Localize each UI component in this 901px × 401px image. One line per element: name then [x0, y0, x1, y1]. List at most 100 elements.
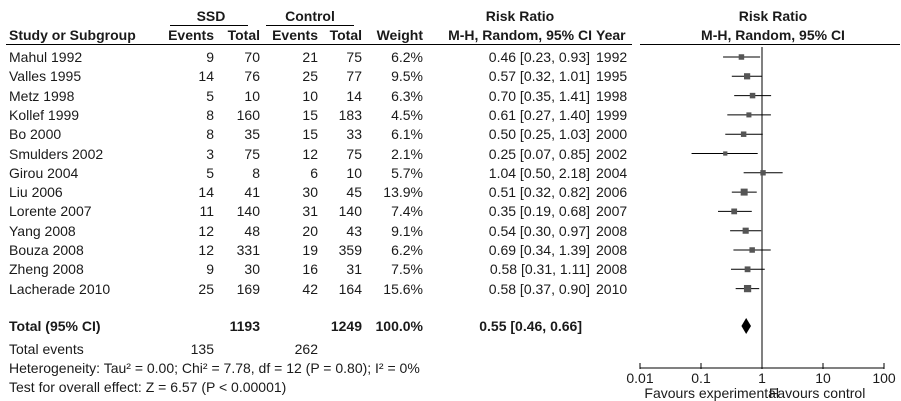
year-cell: 2006: [596, 184, 628, 201]
study-name: Bo 2000: [9, 126, 62, 143]
total1-cell: 169: [236, 280, 260, 297]
rr-ci-cell: 0.25 [0.07, 0.85]: [488, 145, 590, 162]
events1-cell: 11: [199, 203, 214, 220]
study-name: Valles 1995: [9, 68, 82, 85]
year-cell: 2008: [596, 261, 628, 278]
total1-cell: 8: [252, 164, 260, 181]
point-estimate: [740, 188, 748, 196]
events2-cell: 12: [302, 145, 318, 162]
point-estimate: [744, 266, 751, 273]
total2-cell: 31: [346, 261, 362, 278]
x-tick-label: 10: [815, 370, 831, 386]
group1-underline: [170, 25, 248, 26]
total1-cell: 140: [236, 203, 260, 220]
total-label: Total (95% CI): [9, 318, 101, 334]
overall-effect-text: Test for overall effect: Z = 6.57 (P < 0…: [9, 379, 287, 395]
total-weight: 100.0%: [375, 318, 423, 334]
events1-cell: 9: [206, 49, 214, 65]
plot-method: M-H, Random, 95% CI: [701, 27, 845, 43]
weight-header: Weight: [376, 27, 423, 43]
total1-cell: 75: [244, 145, 260, 162]
total1-cell: 30: [244, 261, 260, 278]
year-cell: 1998: [596, 87, 628, 104]
weight-cell: 6.3%: [391, 87, 423, 104]
total2-cell: 45: [346, 184, 362, 201]
rr-ci-cell: 0.50 [0.25, 1.03]: [488, 126, 590, 143]
point-estimate: [742, 227, 749, 234]
rr-ci-cell: 0.70 [0.35, 1.41]: [488, 87, 590, 104]
total1-header: Total: [227, 27, 260, 43]
events1-header: Events: [168, 27, 214, 43]
events2-cell: 15: [302, 106, 318, 123]
total1-cell: 331: [236, 242, 260, 258]
rr-ci-cell: 0.58 [0.31, 1.11]: [489, 261, 590, 278]
group1-header: SSD: [196, 8, 226, 24]
total2-cell: 14: [346, 87, 362, 104]
weight-cell: 6.2%: [391, 49, 423, 65]
events2-header: Events: [272, 27, 318, 43]
point-estimate: [723, 151, 728, 156]
weight-cell: 6.1%: [391, 126, 423, 143]
study-name: Yang 2008: [9, 222, 76, 239]
year-cell: 2002: [596, 145, 628, 162]
weight-cell: 7.4%: [391, 203, 423, 220]
study-name: Bouza 2008: [9, 242, 84, 258]
study-name: Metz 1998: [9, 87, 75, 104]
total2-cell: 75: [346, 145, 362, 162]
total1-cell: 70: [244, 49, 260, 65]
study-name: Kollef 1999: [9, 106, 80, 123]
events1-cell: 14: [198, 184, 214, 201]
group2-underline: [266, 25, 354, 26]
year-header: Year: [596, 27, 626, 43]
rr-ci-cell: 0.54 [0.30, 0.97]: [488, 222, 590, 239]
point-estimate: [760, 170, 766, 176]
total2-cell: 77: [346, 68, 362, 85]
total1-cell: 35: [244, 126, 260, 143]
favours-right-label: Favours control: [769, 385, 865, 401]
events2-cell: 30: [302, 184, 318, 201]
rr-ci-cell: 0.57 [0.32, 1.01]: [488, 68, 590, 85]
events2-cell: 20: [302, 222, 318, 239]
total1-value: 1193: [229, 318, 260, 334]
events1-cell: 3: [206, 145, 214, 162]
total2-header: Total: [329, 27, 362, 43]
point-estimate: [740, 131, 747, 137]
group2-header: Control: [285, 8, 335, 24]
total2-cell: 10: [346, 164, 362, 181]
events1-cell: 14: [198, 68, 214, 85]
year-cell: 2010: [596, 280, 628, 297]
pooled-diamond: [741, 318, 751, 334]
events2-cell: 19: [302, 242, 318, 258]
weight-cell: 9.5%: [391, 68, 423, 85]
point-estimate: [746, 112, 752, 118]
rr-ci-cell: 1.04 [0.50, 2.18]: [488, 164, 590, 181]
rr-title: Risk Ratio: [485, 8, 555, 24]
plot-title: Risk Ratio: [738, 8, 808, 24]
events1-cell: 8: [206, 126, 214, 143]
events2-cell: 6: [310, 164, 318, 181]
point-estimate: [738, 54, 745, 60]
events1-cell: 8: [206, 106, 214, 123]
rr-ci-cell: 0.61 [0.27, 1.40]: [488, 106, 590, 123]
events2-cell: 16: [302, 261, 318, 278]
favours-left-label: Favours experimental: [644, 385, 779, 401]
point-estimate: [749, 92, 756, 99]
study-name: Zheng 2008: [9, 261, 84, 278]
year-cell: 2000: [596, 126, 628, 143]
point-estimate: [749, 247, 755, 253]
total2-cell: 164: [338, 280, 362, 297]
events1-cell: 25: [198, 280, 214, 297]
forest-table: SSD Control Risk Ratio Study or Subgroup…: [6, 8, 632, 395]
study-header: Study or Subgroup: [9, 27, 136, 43]
weight-cell: 13.9%: [383, 184, 423, 201]
events2-cell: 25: [302, 68, 318, 85]
total-events1: 135: [190, 341, 214, 357]
point-estimate: [743, 284, 752, 293]
study-name: Mahul 1992: [9, 49, 83, 65]
weight-cell: 5.7%: [391, 164, 423, 181]
weight-cell: 7.5%: [391, 261, 423, 278]
rr-method-header: M-H, Random, 95% CI: [448, 27, 592, 43]
year-cell: 2008: [596, 242, 628, 258]
study-name: Liu 2006: [9, 184, 63, 201]
